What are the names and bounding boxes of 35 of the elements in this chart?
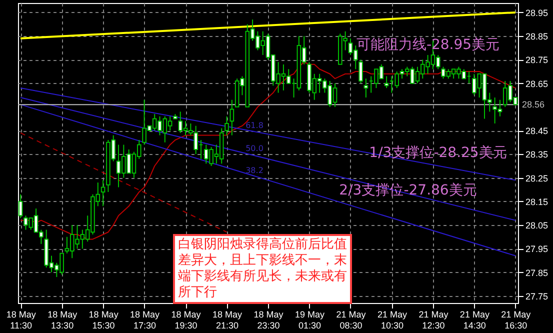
x-tick-label: 21 May 16:30 — [501, 310, 532, 330]
y-tick-label: 28.45 — [526, 126, 548, 136]
annotation: 50.0 — [246, 144, 264, 154]
x-tick-label: 21 May 12:30 — [418, 310, 449, 330]
x-tick-label: 21 May 14:30 — [460, 310, 490, 330]
x-tick-label: 19 May 01:30 — [294, 310, 325, 330]
y-tick-label: 27.85 — [526, 268, 548, 278]
y-tick-label: 28.15 — [526, 196, 548, 207]
annotation: 61.8 — [246, 121, 264, 130]
x-tick-label: 18 May 15:30 — [88, 310, 119, 330]
candlestick — [364, 78, 368, 98]
annotation: 38.2 — [246, 166, 264, 175]
x-tick-label: 21 May 10:30 — [377, 310, 408, 330]
candlestick — [230, 99, 234, 136]
y-tick-label: 28.85 — [526, 32, 548, 42]
y-tick-label: 28.25 — [526, 173, 548, 184]
x-tick-label: 18 May 23:30 — [254, 310, 284, 330]
candlestick — [224, 116, 229, 136]
x-tick-label: 18 May 11:30 — [6, 310, 36, 330]
candlestick — [358, 59, 363, 84]
y-tick-label: 27.75 — [526, 291, 548, 302]
x-tick-label: 18 May 21:30 — [212, 310, 243, 330]
y-tick-label: 27.95 — [526, 244, 548, 254]
y-tick-label: 28.05 — [526, 220, 548, 231]
note-box: 白银阴阳烛录得高位前后比值差异大，且上下影线不一，末端下影线有所见长，未来或有所下行 — [173, 234, 352, 304]
y-tick-label: 28.75 — [526, 55, 548, 66]
x-tick-label: 18 May 17:30 — [130, 310, 160, 330]
y-tick-label: 28.35 — [526, 150, 548, 160]
x-tick-label: 21 May 08:30 — [336, 310, 366, 330]
x-tick-label: 18 May 19:30 — [171, 310, 202, 330]
y-tick-label: 28.95 — [526, 8, 548, 18]
y-tick-label: 28.65 — [526, 78, 548, 89]
ref-line-label: 28.56 — [522, 100, 545, 110]
x-tick-label: 18 May 13:30 — [48, 310, 78, 330]
candlestick — [100, 180, 106, 207]
